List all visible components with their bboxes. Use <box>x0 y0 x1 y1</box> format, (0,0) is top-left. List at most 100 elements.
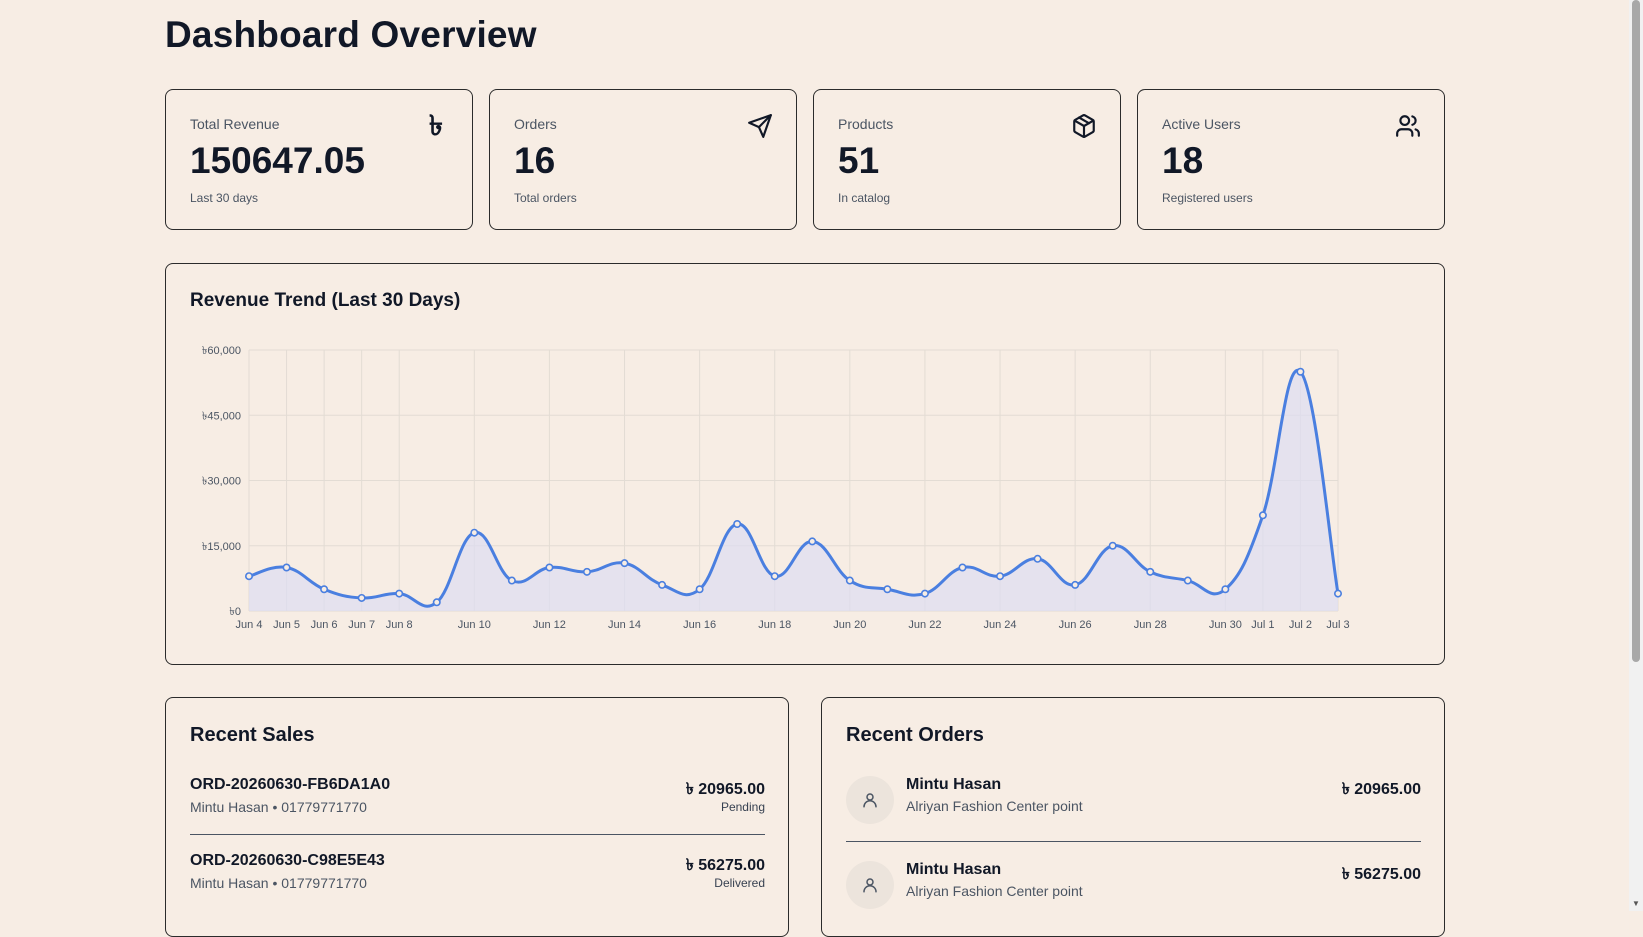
revenue-trend-card: Revenue Trend (Last 30 Days) ৳0 ৳15,000 ৳3… <box>165 263 1445 665</box>
x-tick-label: Jun 12 <box>533 619 566 631</box>
stat-value: 18 <box>1162 140 1204 181</box>
stat-value: 51 <box>838 140 880 181</box>
stat-card-products: Products 51 In catalog <box>813 89 1121 230</box>
order-customer-name: Mintu Hasan <box>906 861 1002 878</box>
stat-label: Orders <box>514 116 557 132</box>
order-amount: ৳ 56275.00 <box>1341 866 1421 883</box>
revenue-data-point <box>620 559 629 568</box>
scrollbar-thumb[interactable] <box>1632 0 1640 662</box>
package-icon <box>1070 112 1098 140</box>
stat-sub: Registered users <box>1162 191 1253 205</box>
revenue-data-point <box>432 598 441 607</box>
order-row[interactable]: Mintu Hasan Alriyan Fashion Center point… <box>846 776 1421 836</box>
avatar <box>846 861 894 909</box>
revenue-area <box>249 370 1338 611</box>
sale-amount: ৳ 56275.00 <box>685 857 765 874</box>
x-tick-label: Jul 3 <box>1326 619 1349 631</box>
revenue-data-point <box>695 585 704 594</box>
revenue-data-point <box>320 585 329 594</box>
revenue-data-point <box>658 580 667 589</box>
x-tick-label: Jun 24 <box>984 619 1017 631</box>
x-tick-label: Jun 5 <box>273 619 300 631</box>
revenue-data-point <box>770 572 779 581</box>
revenue-data-point <box>1258 511 1267 520</box>
revenue-data-point <box>1334 589 1343 598</box>
sale-row[interactable]: ORD-20260630-C98E5E43 Mintu Hasan • 0177… <box>190 852 765 912</box>
order-store: Alriyan Fashion Center point <box>906 883 1083 899</box>
revenue-data-point <box>357 593 366 602</box>
send-icon <box>746 112 774 140</box>
sale-customer-meta: Mintu Hasan • 01779771770 <box>190 799 367 815</box>
stat-card-total-revenue: Total Revenue 150647.05 Last 30 days ৳ <box>165 89 473 230</box>
order-amount: ৳ 20965.00 <box>1341 781 1421 798</box>
stat-sub: Total orders <box>514 191 577 205</box>
revenue-trend-chart: ৳0 ৳15,000 ৳30,000 ৳45,000 ৳60,000 Jun 4 Jun 5… <box>202 345 1350 631</box>
revenue-data-point <box>1033 554 1042 563</box>
x-tick-label: Jul 1 <box>1251 619 1274 631</box>
sale-status: Delivered <box>714 876 765 890</box>
revenue-data-point <box>883 585 892 594</box>
stats-row: Total Revenue 150647.05 Last 30 days ৳ O… <box>165 89 1445 230</box>
stat-card-active-users: Active Users 18 Registered users <box>1137 89 1445 230</box>
stat-label: Products <box>838 116 894 132</box>
revenue-data-point <box>545 563 554 572</box>
revenue-data-point <box>282 563 291 572</box>
sale-status: Pending <box>720 800 765 814</box>
sale-order-id: ORD-20260630-FB6DA1A0 <box>190 776 391 793</box>
stat-sub: Last 30 days <box>190 191 259 205</box>
sale-order-id: ORD-20260630-C98E5E43 <box>190 852 385 869</box>
order-store: Alriyan Fashion Center point <box>906 798 1083 814</box>
revenue-data-point <box>1071 580 1080 589</box>
x-tick-label: Jun 16 <box>683 619 716 631</box>
y-tick-label: ৳0 <box>229 606 241 618</box>
y-tick-label: ৳60,000 <box>202 345 241 357</box>
x-tick-label: Jun 7 <box>348 619 375 631</box>
x-tick-label: Jun 14 <box>608 619 641 631</box>
x-tick-label: Jun 4 <box>236 619 263 631</box>
order-customer-name: Mintu Hasan <box>906 776 1002 793</box>
user-icon <box>863 878 877 893</box>
stat-sub: In catalog <box>838 191 891 205</box>
vertical-scrollbar[interactable]: ▲ ▼ <box>1629 0 1643 911</box>
revenue-data-point <box>808 537 817 546</box>
order-row[interactable]: Mintu Hasan Alriyan Fashion Center point… <box>846 861 1421 921</box>
y-tick-label: ৳15,000 <box>202 541 241 553</box>
x-tick-label: Jun 18 <box>758 619 791 631</box>
users-icon <box>1394 112 1422 140</box>
sale-amount: ৳ 20965.00 <box>685 781 765 798</box>
x-tick-label: Jun 6 <box>311 619 338 631</box>
stat-value: 16 <box>514 140 556 181</box>
stat-label: Total Revenue <box>190 116 280 132</box>
revenue-data-point <box>958 563 967 572</box>
sale-customer-meta: Mintu Hasan • 01779771770 <box>190 875 367 891</box>
recent-orders-card: Recent Orders Mintu Hasan Alriyan Fashio… <box>821 697 1445 937</box>
revenue-data-point <box>470 528 479 537</box>
stat-value: 150647.05 <box>190 140 365 181</box>
revenue-data-point <box>1221 585 1230 594</box>
x-tick-label: Jun 8 <box>386 619 413 631</box>
taka-icon: ৳ <box>422 112 450 140</box>
scroll-down-arrow[interactable]: ▼ <box>1632 899 1640 908</box>
y-tick-label: ৳45,000 <box>202 410 241 422</box>
sale-row[interactable]: ORD-20260630-FB6DA1A0 Mintu Hasan • 0177… <box>190 776 765 836</box>
x-tick-label: Jun 28 <box>1134 619 1167 631</box>
revenue-data-point <box>733 519 742 528</box>
divider <box>846 841 1421 842</box>
revenue-data-point <box>395 589 404 598</box>
revenue-data-point <box>1146 567 1155 576</box>
stat-label: Active Users <box>1162 116 1241 132</box>
recent-sales-title: Recent Sales <box>190 724 315 746</box>
revenue-data-point <box>1108 541 1117 550</box>
x-tick-label: Jun 30 <box>1209 619 1242 631</box>
user-icon <box>863 793 877 808</box>
revenue-data-point <box>507 576 516 585</box>
y-tick-label: ৳30,000 <box>202 476 241 488</box>
avatar <box>846 776 894 824</box>
revenue-data-point <box>920 589 929 598</box>
revenue-data-point <box>245 572 254 581</box>
revenue-data-point <box>845 576 854 585</box>
stat-card-orders: Orders 16 Total orders <box>489 89 797 230</box>
divider <box>190 834 765 835</box>
recent-sales-card: Recent Sales ORD-20260630-FB6DA1A0 Mintu… <box>165 697 789 937</box>
x-tick-label: Jun 20 <box>833 619 866 631</box>
